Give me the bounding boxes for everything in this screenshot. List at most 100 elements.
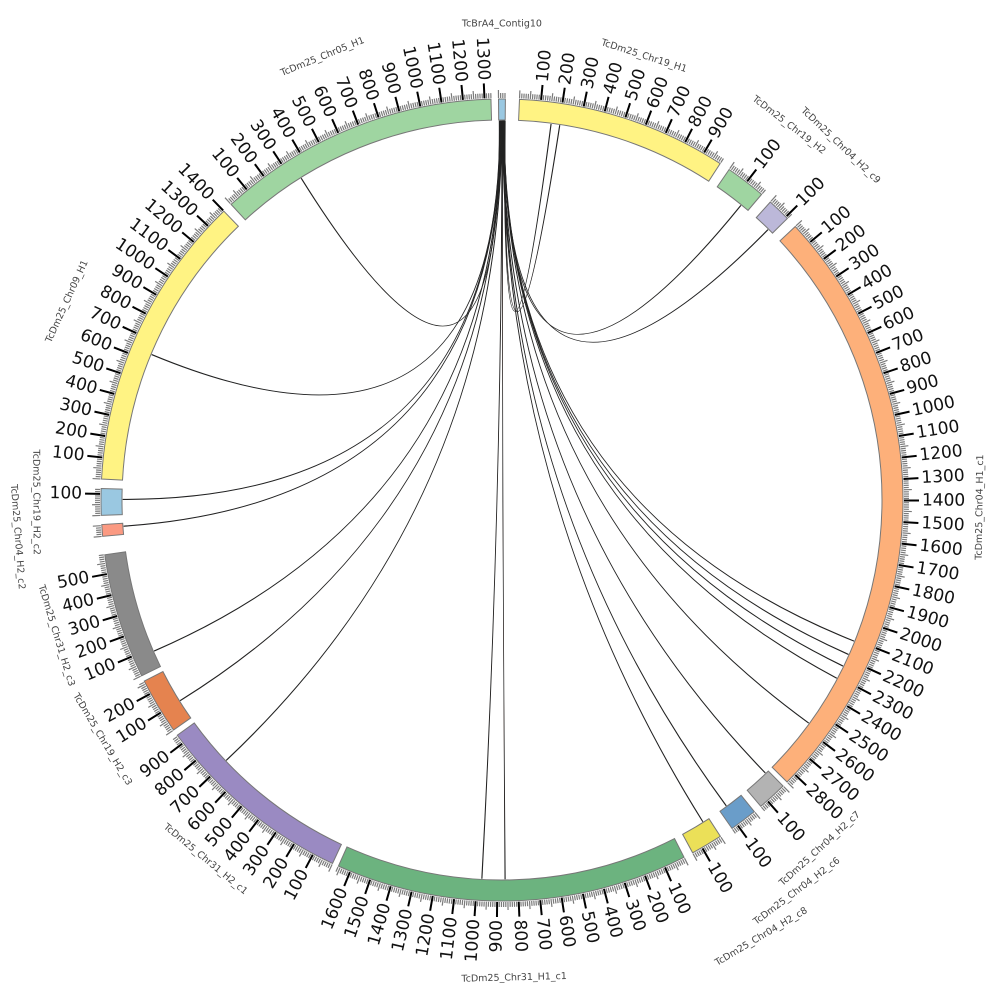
minor-tick xyxy=(450,93,453,102)
minor-tick xyxy=(345,871,349,877)
minor-tick xyxy=(251,816,256,822)
minor-tick xyxy=(198,228,203,233)
minor-tick xyxy=(770,798,775,803)
minor-tick xyxy=(98,447,104,450)
minor-tick xyxy=(764,803,769,809)
minor-tick xyxy=(842,284,848,288)
minor-tick xyxy=(179,744,184,749)
minor-tick xyxy=(209,779,214,784)
minor-tick xyxy=(313,856,318,862)
minor-tick xyxy=(557,96,560,103)
minor-tick xyxy=(839,278,845,283)
minor-tick xyxy=(104,588,111,591)
minor-tick xyxy=(262,170,266,176)
minor-tick xyxy=(463,900,466,909)
major-tick xyxy=(835,267,850,278)
minor-tick xyxy=(716,839,721,845)
minor-tick xyxy=(144,305,150,309)
minor-tick xyxy=(868,332,874,336)
minor-tick xyxy=(253,818,258,823)
minor-tick xyxy=(321,860,325,866)
minor-tick xyxy=(197,766,202,771)
minor-tick xyxy=(874,649,880,653)
minor-tick xyxy=(739,171,744,177)
minor-tick xyxy=(276,834,280,840)
minor-tick xyxy=(304,139,310,148)
minor-tick xyxy=(699,145,704,151)
major-tick xyxy=(394,96,401,112)
minor-tick xyxy=(220,789,225,795)
minor-tick xyxy=(118,362,124,366)
tick-label: 1100 xyxy=(422,41,448,87)
minor-tick xyxy=(844,709,850,713)
ideogram-TcBrA4_Contig10 xyxy=(497,98,506,121)
minor-tick xyxy=(319,135,324,141)
minor-tick xyxy=(825,258,831,263)
minor-tick xyxy=(897,428,903,431)
minor-tick xyxy=(802,228,810,235)
minor-tick xyxy=(680,859,684,865)
minor-tick xyxy=(370,114,373,120)
link-TcDm25_Chr31_H2_c1 xyxy=(225,120,503,761)
major-tick xyxy=(113,346,129,354)
minor-tick xyxy=(694,852,698,858)
minor-tick xyxy=(315,857,320,863)
major-tick xyxy=(285,843,295,858)
minor-tick xyxy=(236,804,241,809)
minor-tick xyxy=(833,269,839,274)
minor-tick xyxy=(154,280,163,287)
link-TcDm25_Chr04_H2_c9 xyxy=(503,120,769,343)
minor-tick xyxy=(228,797,233,802)
minor-tick xyxy=(165,730,174,736)
minor-tick xyxy=(206,218,212,224)
minor-tick xyxy=(590,891,594,897)
minor-tick xyxy=(109,389,115,393)
minor-tick xyxy=(873,651,879,655)
minor-tick xyxy=(707,844,712,850)
minor-tick xyxy=(101,569,107,572)
minor-tick xyxy=(887,612,893,616)
minor-tick xyxy=(153,287,159,292)
minor-tick xyxy=(167,267,172,272)
ideogram-TcDm25_Chr19_H2 xyxy=(716,168,763,212)
minor-tick xyxy=(182,751,190,758)
minor-tick xyxy=(881,366,888,370)
minor-tick xyxy=(142,308,148,313)
minor-tick xyxy=(159,721,167,727)
minor-tick xyxy=(147,299,153,303)
minor-tick xyxy=(241,186,246,192)
minor-tick xyxy=(834,725,839,730)
minor-tick xyxy=(865,671,871,675)
minor-tick xyxy=(528,901,531,910)
minor-tick xyxy=(578,894,581,900)
minor-tick xyxy=(318,859,323,868)
minor-tick xyxy=(760,806,766,812)
minor-tick xyxy=(376,882,379,888)
minor-tick xyxy=(162,275,167,279)
major-tick xyxy=(901,542,917,547)
minor-tick xyxy=(744,175,749,181)
minor-tick xyxy=(817,748,823,753)
minor-tick xyxy=(673,131,677,137)
minor-tick xyxy=(843,711,849,715)
minor-tick xyxy=(372,880,375,887)
minor-tick xyxy=(852,696,860,702)
minor-tick xyxy=(180,244,188,251)
minor-tick xyxy=(148,297,154,301)
minor-tick xyxy=(891,598,897,601)
minor-tick xyxy=(860,316,866,320)
minor-tick xyxy=(238,189,243,195)
major-tick xyxy=(794,774,807,786)
minor-tick xyxy=(285,154,290,160)
minor-tick xyxy=(190,236,196,241)
minor-tick xyxy=(641,118,645,124)
minor-tick xyxy=(357,118,361,125)
minor-tick xyxy=(163,722,169,727)
minor-tick xyxy=(575,894,579,901)
segment-label: TcDm25_Chr04_H1_c1 xyxy=(974,454,987,561)
tick-label: 600 xyxy=(554,914,579,949)
minor-tick xyxy=(586,892,589,898)
minor-tick xyxy=(403,104,407,110)
minor-tick xyxy=(894,583,901,586)
link-TcDm25_Chr04_H1_c1 xyxy=(502,120,855,642)
